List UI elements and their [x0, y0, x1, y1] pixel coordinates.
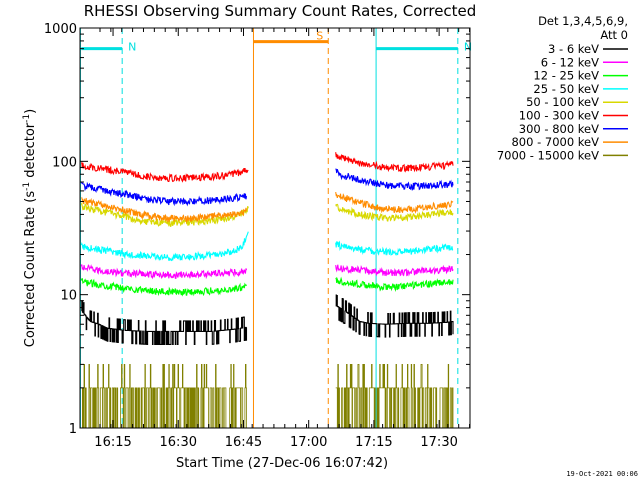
legend-entry-label: 50 - 100 keV	[526, 95, 599, 109]
series-line-before-gap	[81, 197, 248, 224]
series-line-after-gap	[335, 192, 454, 214]
series-line-after-gap	[335, 276, 454, 293]
ticks-layer: 16:15 16:30 16:45 17:00 17:15 17:30 1 10 100 1000	[44, 22, 471, 450]
series-layer	[80, 152, 454, 429]
series-line-before-gap	[80, 278, 247, 297]
annotation-label: S	[316, 30, 323, 43]
legend-entry-label: 7000 - 15000 keV	[497, 148, 599, 162]
series-line-before-gap	[80, 264, 248, 280]
series-line-before-gap	[80, 181, 248, 207]
series-line-before-gap	[81, 300, 248, 345]
x-axis-label: Start Time (27-Dec-06 16:07:42)	[176, 456, 388, 471]
series-line-after-gap	[335, 152, 454, 173]
x-tick-label: 16:45	[225, 435, 262, 450]
timestamp: 19-Oct-2021 00:06	[566, 470, 638, 478]
y-tick-label: 1000	[44, 22, 77, 37]
legend-entry-label: 300 - 800 keV	[519, 122, 599, 136]
series-line-before-gap	[80, 231, 249, 262]
x-tick-label: 17:15	[355, 435, 392, 450]
annotation-label: N	[464, 41, 472, 54]
series-line-after-gap	[335, 294, 454, 338]
y-axis-label: Corrected Count Rate (s-1 detector-1)	[22, 109, 38, 347]
y-tick-label: 1	[69, 422, 77, 437]
legend-header: Att 0	[600, 28, 628, 42]
legend-entry-label: 3 - 6 keV	[548, 42, 599, 56]
series-line-after-gap	[335, 168, 454, 192]
x-tick-label: 17:30	[420, 435, 457, 450]
legend-entry-label: 12 - 25 keV	[533, 69, 599, 83]
series-line-after-gap	[335, 203, 454, 223]
x-tick-label: 16:15	[94, 435, 131, 450]
series-line-before-gap	[81, 364, 247, 429]
y-tick-label: 10	[60, 289, 77, 304]
x-tick-label: 16:30	[160, 435, 197, 450]
series-line-after-gap	[335, 240, 454, 257]
series-line-before-gap	[80, 201, 249, 227]
series-line-after-gap	[335, 264, 454, 277]
x-tick-label: 17:00	[290, 435, 327, 450]
annotation-label: N	[128, 41, 136, 54]
legend-entry-label: 100 - 300 keV	[519, 109, 599, 123]
legend-entry-label: 25 - 50 keV	[533, 82, 599, 96]
plot-frame	[79, 27, 471, 429]
y-tick-label: 100	[52, 155, 77, 170]
legend-entry-label: 6 - 12 keV	[541, 55, 599, 69]
series-line-before-gap	[80, 161, 249, 183]
legend-entry-label: 800 - 7000 keV	[511, 135, 599, 149]
legend-header: Det 1,3,4,5,6,9,	[538, 14, 628, 28]
chart-title: RHESSI Observing Summary Count Rates, Co…	[84, 2, 477, 20]
